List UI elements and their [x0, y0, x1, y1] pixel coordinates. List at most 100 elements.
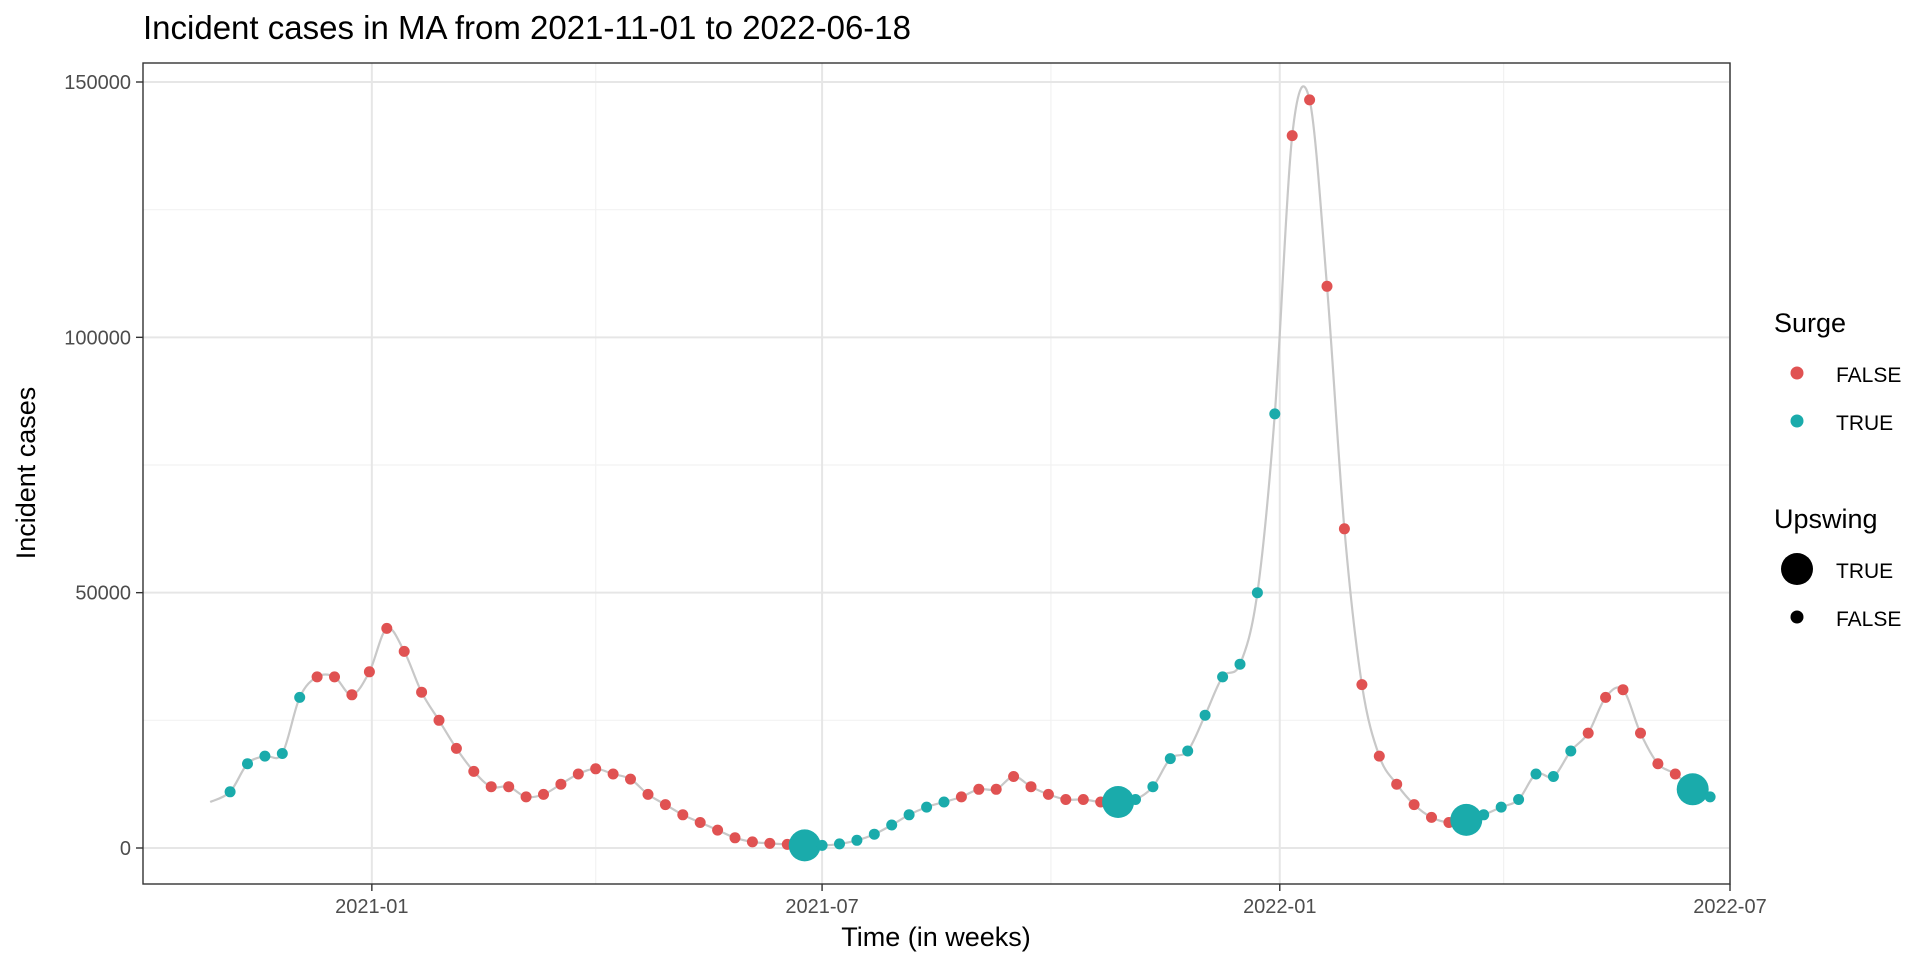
- data-point-7: [346, 689, 358, 701]
- data-point-21: [590, 763, 602, 775]
- x-tick-label-1: 2021-07: [785, 896, 858, 918]
- data-point-11: [416, 686, 428, 698]
- data-point-75: [1530, 768, 1542, 780]
- data-point-36: [851, 834, 863, 846]
- data-point-46: [1025, 781, 1037, 793]
- data-point-3: [276, 748, 288, 759]
- trend-layer: [209, 85, 1711, 847]
- x-tick-label-0: 2021-01: [335, 896, 408, 918]
- trend-line: [209, 85, 1711, 847]
- data-point-1: [242, 758, 253, 770]
- data-point-81: [1635, 727, 1646, 739]
- data-point-45: [1008, 771, 1020, 782]
- data-point-76: [1547, 771, 1559, 782]
- data-point-74: [1513, 794, 1525, 805]
- data-point-69: [1426, 811, 1437, 823]
- legend-upswing-false-swatch: [1790, 610, 1804, 624]
- data-point-31: [764, 837, 776, 849]
- points-layer: [224, 94, 1716, 862]
- data-point-49: [1077, 794, 1089, 805]
- data-point-9: [381, 622, 393, 634]
- data-point-40: [921, 801, 933, 813]
- legend: Surge FALSE TRUE Upswing TRUE FALSE: [1774, 308, 1901, 631]
- data-point-56: [1199, 709, 1211, 721]
- legend-upswing-true-label: TRUE: [1836, 560, 1893, 583]
- data-point-22: [607, 768, 619, 780]
- data-point-26: [677, 809, 689, 821]
- data-point-54: [1164, 753, 1176, 765]
- data-point-42: [955, 791, 967, 803]
- legend-surge-false-swatch: [1790, 366, 1804, 380]
- legend-upswing-true-swatch: [1781, 553, 1813, 585]
- data-point-33: [788, 829, 821, 862]
- data-point-0: [224, 786, 236, 798]
- data-point-12: [433, 714, 445, 726]
- data-point-38: [886, 819, 898, 831]
- data-point-52: [1130, 794, 1141, 805]
- data-point-55: [1182, 745, 1194, 757]
- data-point-13: [450, 742, 462, 754]
- data-point-60: [1269, 408, 1281, 420]
- y-axis-title: Incident cases: [11, 387, 41, 560]
- data-point-43: [973, 783, 985, 795]
- data-point-47: [1042, 788, 1054, 800]
- data-point-67: [1391, 778, 1403, 790]
- y-tick-label-2: 100000: [64, 327, 131, 349]
- x-tick-label-2: 2022-01: [1243, 896, 1316, 918]
- x-axis-title: Time (in weeks): [841, 922, 1031, 952]
- data-point-18: [538, 788, 549, 800]
- data-point-63: [1321, 280, 1333, 292]
- data-point-84: [1676, 773, 1709, 806]
- legend-upswing-title: Upswing: [1774, 504, 1878, 534]
- data-point-77: [1565, 745, 1577, 757]
- legend-surge-false-label: FALSE: [1836, 364, 1901, 387]
- data-point-19: [555, 778, 567, 790]
- data-point-14: [468, 765, 480, 777]
- data-point-5: [311, 671, 323, 683]
- data-point-34: [816, 839, 828, 851]
- data-point-65: [1356, 679, 1368, 691]
- data-point-24: [642, 788, 654, 800]
- data-point-39: [903, 809, 915, 821]
- data-point-30: [746, 836, 758, 848]
- data-point-6: [329, 671, 340, 683]
- data-point-59: [1251, 587, 1263, 599]
- data-point-73: [1495, 801, 1507, 813]
- data-point-44: [990, 783, 1002, 795]
- chart-title: Incident cases in MA from 2021-11-01 to …: [143, 9, 911, 46]
- data-point-20: [572, 768, 584, 780]
- legend-surge-true-swatch: [1790, 414, 1804, 428]
- legend-surge-title: Surge: [1774, 308, 1846, 338]
- data-point-66: [1373, 750, 1385, 762]
- data-point-37: [868, 828, 880, 840]
- data-point-58: [1234, 658, 1246, 670]
- data-point-51: [1102, 786, 1135, 818]
- data-point-68: [1408, 799, 1420, 811]
- x-tick-label-3: 2022-07: [1693, 896, 1766, 918]
- data-point-29: [729, 832, 741, 844]
- data-point-83: [1669, 768, 1681, 780]
- data-point-15: [485, 781, 497, 793]
- data-point-62: [1304, 94, 1316, 106]
- data-point-2: [259, 750, 271, 762]
- data-point-27: [694, 817, 706, 828]
- data-point-48: [1060, 794, 1072, 805]
- data-point-64: [1338, 523, 1350, 535]
- data-point-85: [1704, 791, 1716, 803]
- data-point-53: [1147, 781, 1159, 793]
- data-point-17: [520, 791, 532, 803]
- data-point-28: [712, 824, 724, 836]
- data-point-79: [1600, 691, 1612, 703]
- data-point-71: [1450, 803, 1483, 836]
- data-point-72: [1478, 809, 1490, 821]
- legend-upswing-false-label: FALSE: [1836, 608, 1901, 631]
- data-point-57: [1217, 671, 1229, 683]
- x-axis: 2021-01 2021-07 2022-01 2022-07: [335, 884, 1767, 918]
- data-point-4: [294, 691, 306, 703]
- data-point-16: [503, 781, 515, 793]
- data-point-80: [1617, 684, 1629, 696]
- data-point-78: [1582, 727, 1594, 739]
- y-axis: 0 50000 100000 150000: [64, 72, 143, 860]
- legend-surge-true-label: TRUE: [1836, 412, 1893, 435]
